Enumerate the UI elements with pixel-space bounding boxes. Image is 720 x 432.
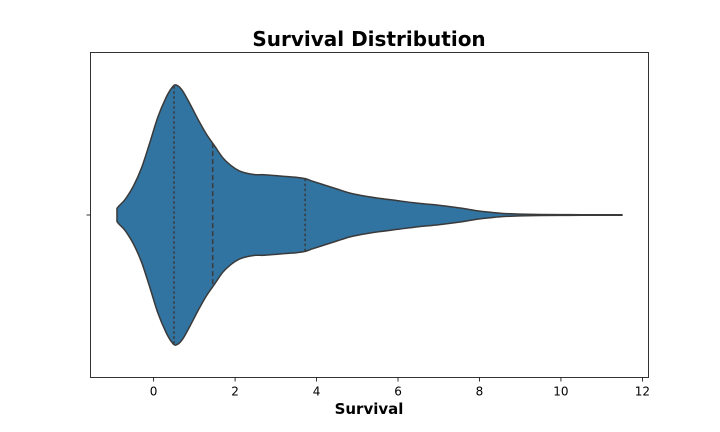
x-tick-label: 8 (476, 385, 484, 399)
violin-body (116, 84, 623, 346)
x-axis-ticks: 0 2 4 6 8 10 12 (86, 214, 650, 399)
quartile-lines (173, 86, 306, 344)
x-tick-label: 10 (553, 385, 568, 399)
x-tick-label: 4 (313, 385, 321, 399)
violin-shape (116, 84, 623, 346)
x-tick-label: 0 (150, 385, 158, 399)
x-tick-label: 2 (231, 385, 239, 399)
x-tick-label: 6 (394, 385, 402, 399)
chart-title: Survival Distribution (252, 27, 485, 51)
x-axis-label: Survival (335, 400, 404, 418)
x-tick-label: 12 (635, 385, 650, 399)
